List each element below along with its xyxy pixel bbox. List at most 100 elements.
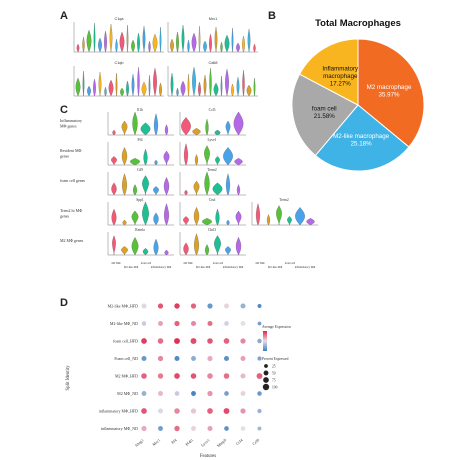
violin-shape bbox=[220, 75, 223, 97]
violin-shape bbox=[115, 38, 118, 53]
violin-shape bbox=[242, 69, 245, 97]
pie-slice-percent: 35.97% bbox=[379, 92, 400, 99]
violin-shape bbox=[130, 158, 140, 166]
panel-label-a: A bbox=[60, 10, 68, 22]
dot-point bbox=[224, 303, 229, 309]
pie-slice-1 bbox=[314, 104, 410, 172]
dot-point bbox=[240, 426, 246, 431]
dot-point bbox=[257, 338, 262, 344]
violin-row-label: Trem2 hi MΦ bbox=[60, 208, 82, 213]
violin-row-label: genes bbox=[60, 154, 70, 159]
percent-size-circle bbox=[263, 377, 269, 383]
dot-point bbox=[141, 355, 147, 362]
violin-subplot-ctsd: Ctsd bbox=[179, 198, 246, 226]
violin-shape bbox=[121, 246, 128, 256]
violin-shape bbox=[170, 72, 174, 97]
violin-shape bbox=[205, 244, 209, 256]
pie-slice-percent: 21.58% bbox=[314, 113, 335, 120]
dot-point bbox=[207, 373, 213, 379]
dot-point bbox=[207, 338, 213, 344]
violin-subplot-lyve1: Lyve1 bbox=[179, 138, 246, 166]
violin-shape bbox=[152, 33, 158, 53]
violin-shape bbox=[163, 150, 170, 166]
percent-size-circle bbox=[263, 370, 269, 376]
violin-row-label: MΦ genes bbox=[60, 124, 77, 129]
violin-gene-label: Trem2 bbox=[207, 168, 217, 172]
percent-size-circle bbox=[264, 364, 268, 368]
violin-shape bbox=[82, 36, 85, 53]
violin-row-label: M2 MΦ genes bbox=[60, 238, 84, 243]
dot-y-tick-label: Foam cell_ND bbox=[114, 356, 138, 361]
dot-y-tick-label: foam cell_HFD bbox=[113, 339, 138, 344]
violin-shape bbox=[111, 209, 117, 226]
violin-shape bbox=[111, 182, 117, 196]
violin-shape bbox=[214, 26, 218, 53]
dot-x-tick-label: Mrc1 bbox=[151, 437, 161, 446]
violin-row-label: foam cell genes bbox=[60, 178, 86, 183]
violin-shape bbox=[154, 159, 158, 166]
violin-shape bbox=[276, 205, 282, 226]
violin-gene-label: Ctsd bbox=[209, 198, 216, 202]
violin-x-category: M2 MΦ bbox=[111, 262, 120, 265]
dot-point bbox=[157, 373, 164, 379]
violin-shape bbox=[209, 33, 212, 53]
violin-x-category: M2-like MΦ bbox=[196, 266, 210, 269]
violin-shape bbox=[170, 38, 174, 53]
violin-shape bbox=[140, 122, 151, 136]
dot-x-tick-label: Pf4l1 bbox=[184, 437, 194, 446]
dot-point bbox=[141, 408, 147, 414]
dot-point bbox=[257, 391, 262, 396]
violin-row-label: genes bbox=[60, 214, 70, 219]
violin-gene-label: Chil3 bbox=[208, 228, 216, 232]
violin-shape bbox=[203, 40, 207, 53]
violin-shape bbox=[187, 39, 190, 53]
dot-point bbox=[191, 391, 196, 396]
violin-shape bbox=[247, 28, 251, 53]
dot-point bbox=[240, 303, 246, 309]
dot-point bbox=[223, 373, 230, 379]
violin-shape bbox=[214, 129, 221, 136]
violin-shape bbox=[159, 26, 162, 53]
violin-row-label: Resident MΦ bbox=[60, 148, 82, 153]
violin-shape bbox=[121, 120, 128, 136]
dot-point bbox=[224, 321, 229, 326]
violin-shape bbox=[220, 41, 223, 53]
dot-point bbox=[224, 426, 229, 431]
pie-title: Total Macrophages bbox=[315, 18, 401, 29]
dot-point bbox=[141, 321, 147, 326]
violin-shape bbox=[236, 42, 240, 53]
dot-y-tick-label: M2 MΦ_ND bbox=[117, 391, 138, 396]
violin-row-4: M2 MΦ genes Retnla Chil3 bbox=[60, 228, 246, 256]
violin-gene-label: Retnla bbox=[135, 228, 145, 232]
violin-shape bbox=[86, 29, 92, 53]
violin-shape bbox=[142, 201, 149, 226]
violin-gene-label: Pf4 bbox=[138, 138, 143, 142]
dot-point bbox=[157, 390, 164, 397]
legend-percent-title: Percent Expressed bbox=[262, 357, 289, 361]
pie-slice-label: M2-like macrophage bbox=[333, 133, 390, 140]
violin-shape bbox=[233, 111, 244, 136]
panel-label-b: B bbox=[268, 10, 276, 22]
violin-shape bbox=[98, 37, 102, 53]
pie-slice-3 bbox=[298, 38, 359, 106]
violin-subplot-c1qb: C1qb bbox=[73, 61, 164, 97]
violin-x-category: foam cell bbox=[213, 262, 224, 265]
dot-point bbox=[190, 338, 197, 344]
violin-subplot-trem2: Trem2 bbox=[179, 168, 246, 196]
violin-shape bbox=[112, 235, 116, 256]
violin-shape bbox=[98, 71, 102, 97]
violin-x-category: inflammatory MΦ bbox=[295, 266, 315, 269]
violin-x-category: M2-like MΦ bbox=[268, 266, 282, 269]
violin-gene-label: Spp1 bbox=[136, 198, 144, 202]
violin-shape bbox=[164, 249, 169, 256]
percent-size-label: 75 bbox=[272, 378, 276, 382]
dot-point bbox=[240, 355, 246, 362]
dot-point bbox=[207, 390, 213, 397]
violin-shape bbox=[225, 246, 231, 256]
violin-shape bbox=[226, 219, 230, 226]
dot-point bbox=[141, 391, 147, 396]
